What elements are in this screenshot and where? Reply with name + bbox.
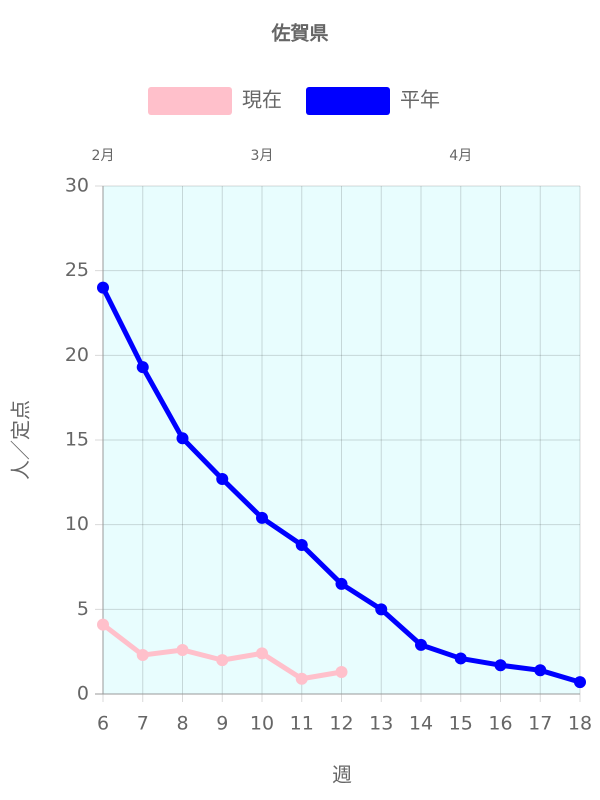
legend-swatch	[306, 87, 390, 115]
x-tick-label: 14	[409, 713, 433, 735]
data-point	[216, 472, 229, 485]
data-point	[136, 649, 149, 662]
x-tick-label: 10	[250, 713, 274, 735]
y-axis-label: 人／定点	[9, 400, 33, 480]
y-tick-label: 15	[65, 429, 89, 451]
x-tick-label: 11	[290, 713, 314, 735]
data-point	[176, 432, 189, 445]
x-tick-label: 18	[568, 713, 592, 735]
chart-title: 佐賀県	[270, 22, 328, 45]
x-tick-label: 16	[488, 713, 512, 735]
y-tick-label: 25	[65, 259, 89, 281]
data-point	[375, 603, 388, 616]
x-tick-label: 6	[97, 713, 109, 735]
month-label: 2月	[92, 148, 115, 164]
y-tick-label: 5	[77, 598, 89, 620]
x-tick-label: 9	[216, 713, 228, 735]
data-point	[574, 676, 586, 689]
data-point	[256, 511, 268, 524]
data-point	[136, 361, 149, 374]
month-label: 3月	[251, 148, 274, 164]
data-point	[534, 664, 547, 677]
data-point	[335, 665, 348, 678]
data-point	[415, 638, 427, 651]
data-point	[295, 672, 308, 685]
x-tick-label: 7	[137, 713, 149, 735]
x-tick-label: 15	[449, 713, 473, 735]
x-axis-label: 週	[332, 763, 352, 787]
data-point	[256, 647, 268, 660]
legend-swatch	[148, 87, 232, 115]
data-point	[295, 538, 308, 551]
y-tick-label: 30	[65, 175, 89, 197]
data-point	[335, 577, 348, 590]
x-tick-label: 12	[329, 713, 353, 735]
data-point	[216, 654, 229, 667]
x-tick-label: 17	[528, 713, 552, 735]
data-point	[97, 618, 109, 631]
legend-label: 平年	[400, 88, 440, 112]
data-point	[494, 659, 507, 672]
legend-label: 現在	[242, 88, 282, 112]
data-point	[176, 643, 189, 656]
data-point	[454, 652, 467, 665]
y-tick-label: 0	[77, 683, 89, 705]
y-tick-label: 10	[65, 513, 89, 535]
month-label: 4月	[449, 148, 472, 164]
y-tick-label: 20	[65, 344, 89, 366]
data-point	[97, 281, 109, 294]
x-tick-label: 8	[176, 713, 188, 735]
x-tick-label: 13	[369, 713, 393, 735]
